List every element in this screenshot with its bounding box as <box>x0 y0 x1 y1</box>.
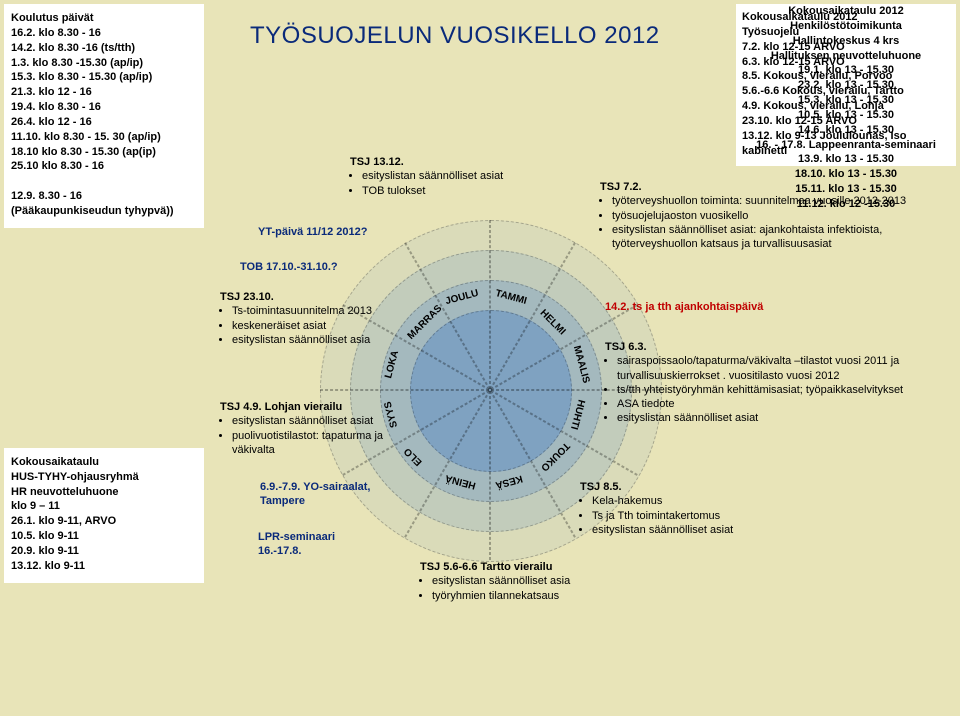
note-list: sairaspoissaolo/tapaturma/väkivalta –til… <box>605 354 945 425</box>
box-title: Koulutus päivät <box>11 11 197 26</box>
note-heading: TSJ 4.9. Lohjan vierailu <box>220 400 415 414</box>
box-title: Kokousaikataulu HUS-TYHY-ohjausryhmä HR … <box>11 455 197 514</box>
note-list: työterveyshuollon toiminta: suunnitelmaa… <box>600 194 910 251</box>
note-yo: 6.9.-7.9. YO-sairaalat, Tampere <box>260 480 390 509</box>
page-title: TYÖSUOJELUN VUOSIKELLO 2012 <box>250 22 660 50</box>
note-tsj2310: TSJ 23.10. Ts-toimintasuunnitelma 2013ke… <box>220 290 425 347</box>
note-heading: TSJ 8.5. <box>580 480 800 494</box>
note-tsj1312: TSJ 13.12. esityslistan säännölliset asi… <box>350 155 540 198</box>
note-tob: TOB 17.10.-31.10.? <box>240 260 338 274</box>
note-tsj63: TSJ 6.3. sairaspoissaolo/tapaturma/väkiv… <box>605 340 945 426</box>
left-column: Koulutus päivät 16.2. klo 8.30 - 1614.2.… <box>4 4 204 583</box>
note-lpr: LPR-seminaari 16.-17.8. <box>258 530 368 559</box>
box-lines: 16.2. klo 8.30 - 1614.2. klo 8.30 -16 (t… <box>11 26 197 219</box>
note-tsj49: TSJ 4.9. Lohjan vierailu esityslistan sä… <box>220 400 415 457</box>
note-heading: TSJ 23.10. <box>220 290 425 304</box>
note-heading: TSJ 13.12. <box>350 155 540 169</box>
box-title: Kokousaikataulu 2012 Henkilöstötoimikunt… <box>736 4 956 63</box>
note-list: Ts-toimintasuunnitelma 2013keskeneräiset… <box>220 304 425 347</box>
note-red142: 14.2. ts ja tth ajankohtaispäivä <box>605 300 763 314</box>
note-list: esityslistan säännölliset asiatTOB tulok… <box>350 169 540 198</box>
note-heading: TSJ 7.2. <box>600 180 910 194</box>
note-list: esityslistan säännölliset asiatyöryhmien… <box>420 574 640 603</box>
note-list: esityslistan säännölliset asiatpuolivuot… <box>220 414 415 457</box>
note-tsj72: TSJ 7.2. työterveyshuollon toiminta: suu… <box>600 180 910 251</box>
box-koulutus: Koulutus päivät 16.2. klo 8.30 - 1614.2.… <box>4 4 204 228</box>
box-lines: 26.1. klo 9-11, ARVO10.5. klo 9-1120.9. … <box>11 514 197 573</box>
note-heading: TSJ 6.3. <box>605 340 945 354</box>
note-tsj85: TSJ 8.5. Kela-hakemusTs ja Tth toimintak… <box>580 480 800 537</box>
box-kokous-hus: Kokousaikataulu HUS-TYHY-ohjausryhmä HR … <box>4 448 204 583</box>
note-tsj56: TSJ 5.6-6.6 Tartto vierailu esityslistan… <box>420 560 640 603</box>
note-list: Kela-hakemusTs ja Tth toimintakertomuses… <box>580 494 800 537</box>
note-heading: TSJ 5.6-6.6 Tartto vierailu <box>420 560 640 574</box>
note-yt: YT-päivä 11/12 2012? <box>258 225 367 239</box>
